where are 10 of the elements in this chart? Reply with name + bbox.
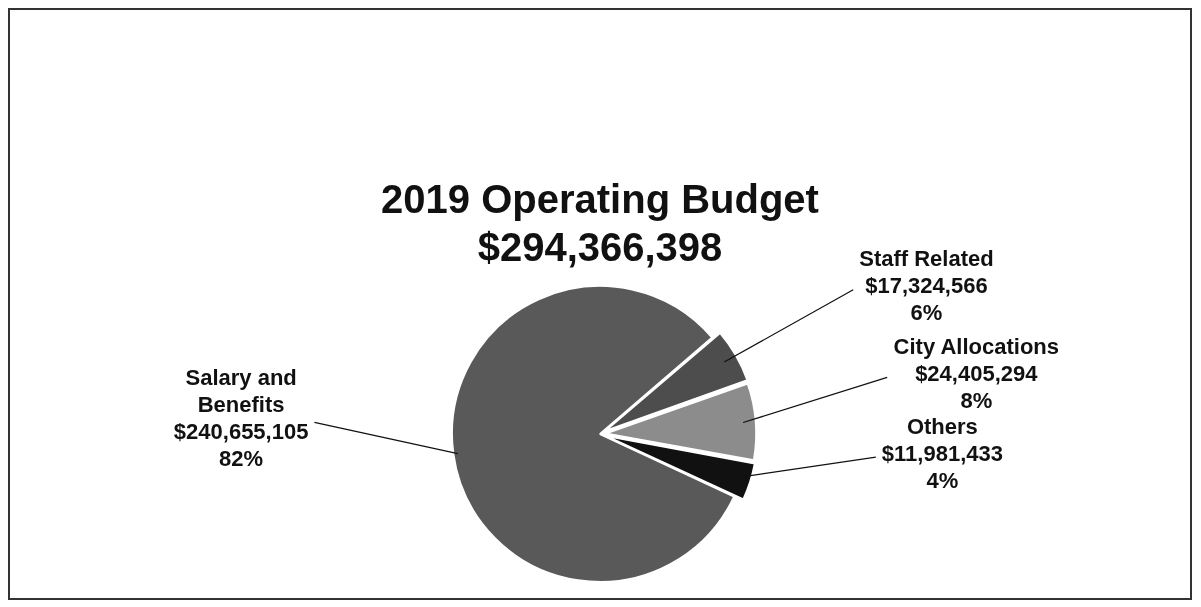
chart-subtitle: $294,366,398 [477,225,723,270]
data-label: $17,324,566 6% [865,273,988,326]
slice-label: Others [906,413,978,439]
slice-label: Salary and Benefits [185,365,297,418]
data-label: $240,655,105 82% [173,419,309,472]
chart-title: 2019 Operating Budget [381,177,819,222]
slice-label: Staff Related [859,246,994,272]
slice-label: City Allocations [893,333,1060,359]
data-label: $11,981,433 4% [881,440,1003,493]
data-label: $24,405,294 8% [915,360,1039,413]
